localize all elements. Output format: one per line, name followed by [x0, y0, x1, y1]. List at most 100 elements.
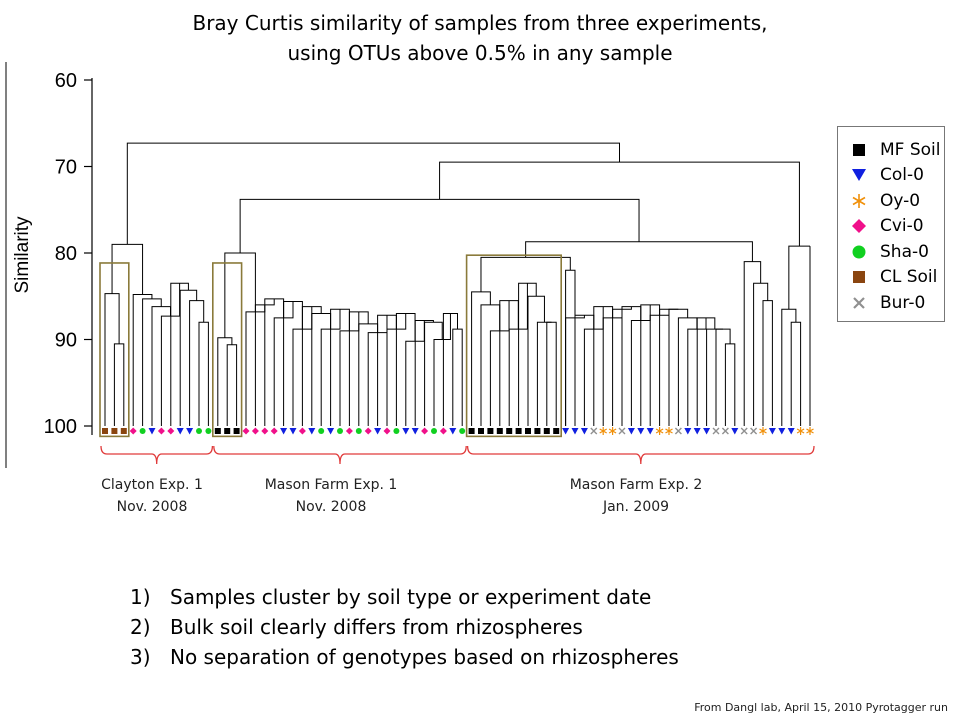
dendrogram-link: [724, 343, 736, 426]
chart-title: Bray Curtis similarity of samples from t…: [0, 8, 960, 68]
title-line-2: using OTUs above 0.5% in any sample: [287, 41, 673, 65]
sample-marker: [496, 428, 503, 434]
sample-marker: [402, 428, 410, 435]
sample-marker: [468, 428, 475, 434]
dendrogram-link: [179, 289, 198, 426]
sample-marker: [308, 428, 316, 435]
soil-cluster-box: [99, 262, 130, 438]
sample-marker: [750, 427, 758, 435]
conclusion-item: 2) Bulk soil clearly differs from rhizosp…: [130, 615, 583, 639]
axis-tick-label: 90: [55, 330, 77, 352]
legend-item-cl-soil: CL Soil: [838, 265, 944, 291]
group-brace: [466, 445, 815, 465]
sample-marker: [196, 428, 202, 434]
sample-marker: [318, 428, 325, 434]
sample-marker: [242, 427, 250, 435]
sample-marker: [270, 427, 278, 435]
dendrogram-link: [111, 243, 144, 295]
dendrogram-link: [126, 142, 621, 245]
sample-marker: [364, 427, 372, 435]
sample-marker: [731, 428, 739, 435]
dendrogram-link: [743, 261, 762, 426]
similarity-axis: Similarity 60 70 80 90 100: [5, 62, 93, 468]
dendrogram-link: [439, 161, 800, 247]
dendrogram-link: [781, 308, 797, 426]
dendrogram-link: [696, 317, 716, 426]
sample-marker: [487, 428, 494, 434]
title-line-1: Bray Curtis similarity of samples from t…: [192, 11, 768, 35]
group-brace: [213, 445, 467, 465]
sample-marker: [506, 428, 513, 434]
sample-marker: [337, 428, 343, 434]
square-icon: [848, 268, 870, 286]
legend-item-bur-0: Bur-0: [838, 290, 944, 316]
triangle-down-icon: [848, 166, 870, 184]
axis-tick-label: 60: [55, 70, 77, 92]
sample-marker: [580, 428, 588, 435]
sample-marker: [411, 428, 419, 435]
sample-marker: [637, 428, 645, 435]
sample-marker: [627, 428, 635, 435]
conclusion-item: 1) Samples cluster by soil type or experi…: [130, 585, 652, 609]
sample-marker: [449, 428, 457, 435]
sample-marker: [796, 427, 805, 435]
asterisk-icon: [848, 192, 870, 210]
sample-marker: [431, 428, 437, 434]
dendrogram-link: [536, 321, 552, 426]
sample-marker: [102, 428, 108, 434]
sample-marker: [176, 428, 184, 435]
sample-marker: [768, 428, 776, 435]
dendrogram-link: [527, 295, 545, 426]
dendrogram-link: [452, 328, 463, 426]
sample-marker: [298, 427, 306, 435]
dendrogram-link: [104, 293, 120, 426]
sample-marker: [608, 427, 617, 435]
sample-marker: [186, 428, 194, 435]
group-label-mason-farm-exp2: Mason Farm Exp. 2 Jan. 2009: [569, 477, 703, 515]
axis-tick-label: 70: [55, 157, 77, 179]
sample-marker: [806, 427, 814, 435]
sample-marker: [224, 428, 231, 434]
dendrogram-link: [226, 344, 238, 426]
dendrogram-link: [113, 343, 125, 426]
sample-marker: [525, 428, 531, 434]
sample-marker: [740, 427, 748, 435]
sample-marker: [543, 428, 550, 434]
dendrogram-link: [753, 282, 769, 426]
soil-cluster-box: [212, 262, 243, 438]
dendrogram-link: [790, 321, 802, 426]
soil-cluster-boxes: [99, 254, 563, 438]
axis-tick-label: 100: [44, 416, 77, 438]
sample-marker: [562, 428, 570, 435]
sample-marker: [665, 427, 673, 435]
sample-marker: [553, 428, 560, 434]
sample-marker: [233, 428, 240, 434]
sample-marker: [421, 427, 429, 435]
legend-item-col-0: Col-0: [838, 163, 944, 189]
group-brace: [100, 445, 214, 465]
dendrogram-link: [480, 256, 571, 292]
dendrogram-link: [217, 337, 233, 426]
sample-markers: [102, 427, 814, 435]
sample-marker: [534, 428, 541, 434]
square-icon: [848, 141, 870, 159]
sample-marker: [459, 428, 466, 434]
group-braces: [100, 445, 815, 465]
sample-marker: [693, 428, 701, 435]
legend-item-oy-0: Oy-0: [838, 188, 944, 214]
sample-marker: [618, 427, 626, 435]
source-footnote: From Dangl lab, April 15, 2010 Pyrotagge…: [694, 701, 948, 714]
sample-marker: [439, 427, 447, 435]
sample-marker: [478, 428, 484, 434]
cross-icon: [848, 294, 870, 312]
dendrogram-link: [239, 198, 640, 253]
conclusion-item: 3) No separation of genotypes based on rh…: [130, 645, 679, 669]
sample-marker: [721, 427, 729, 435]
sample-marker: [787, 428, 795, 435]
sample-marker: [205, 428, 212, 434]
dendrogram-link: [424, 321, 443, 426]
sample-marker: [759, 427, 767, 435]
sample-marker: [261, 427, 269, 435]
circle-icon: [848, 243, 870, 261]
